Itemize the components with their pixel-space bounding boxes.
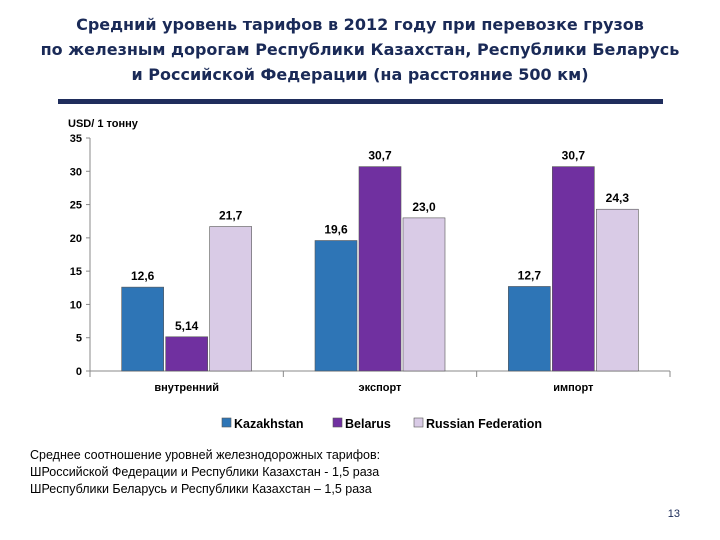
legend-swatch-2 [413,417,424,428]
y-tick-label-20: 20 [70,233,82,245]
y-tick-label-15: 15 [70,266,82,278]
bar-2-1 [552,166,595,372]
y-tick-label-10: 10 [70,299,82,311]
legend-label-0: Kazakhstan [234,417,303,431]
slide-title: Средний уровень тарифов в 2012 году при … [0,12,720,87]
note-line-3: ШРеспублики Беларусь и Республики Казахс… [30,482,372,496]
bar-1-2 [402,217,446,372]
bar-1-1 [358,166,402,372]
y-tick-label-30: 30 [70,166,82,178]
note-line-2: ШРоссийской Федерации и Республики Казах… [30,465,380,479]
y-tick-label-5: 5 [76,333,82,345]
data-label-1-1: 30,7 [368,149,392,163]
data-label-1-2: 23,0 [412,200,436,214]
title-line-1: Средний уровень тарифов в 2012 году при … [76,15,644,34]
data-label-2-1: 30,7 [562,149,586,163]
data-label-2-2: 24,3 [606,191,630,205]
category-label-0: внутренний [154,382,219,394]
y-tick-label-25: 25 [70,200,82,212]
bar-2-2 [596,208,639,372]
title-line-3: и Российской Федерации (на расстояние 50… [131,65,589,84]
y-axis-label: USD/ 1 тонну [68,118,139,130]
notes-block: Среднее соотношение уровней железнодорож… [30,447,380,498]
data-label-0-2: 21,7 [219,209,243,223]
category-label-1: экспорт [359,382,402,394]
title-underline [58,99,663,104]
data-label-0-1: 5,14 [175,319,199,333]
legend-label-1: Belarus [345,417,391,431]
bar-2-0 [508,286,551,372]
page-number: 13 [667,508,680,520]
title-line-2: по железным дорогам Республики Казахстан… [40,40,680,59]
bar-0-1 [165,336,208,372]
bar-0-0 [121,286,164,372]
tariff-bar-chart: USD/ 1 тонну 0 5 10 15 20 25 30 35 12,6 5,14 21,7 вн… [68,118,671,431]
bar-1-0 [314,240,358,372]
bar-0-2 [209,226,252,372]
legend-swatch-0 [221,417,232,428]
legend-swatch-1 [332,417,343,428]
y-tick-label-35: 35 [70,133,82,145]
legend-label-2: Russian Federation [426,417,542,431]
data-label-0-0: 12,6 [131,269,155,283]
note-line-1: Среднее соотношение уровней железнодорож… [30,448,381,462]
category-label-2: импорт [553,382,594,394]
data-label-1-0: 19,6 [324,223,348,237]
data-label-2-0: 12,7 [518,268,542,282]
y-tick-label-0: 0 [76,366,82,378]
